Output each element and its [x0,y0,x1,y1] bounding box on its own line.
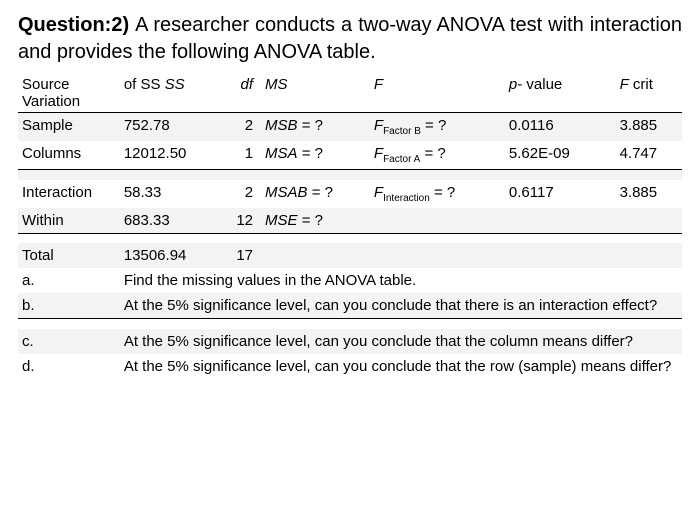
question-header: Question:2) A researcher conducts a two-… [18,12,682,66]
cell-inter-fcrit: 3.885 [616,180,682,208]
hdr-p: pp- value- value [505,72,616,113]
hdr-source: Source Variation [18,72,120,113]
cell-within-ss: 683.33 [120,208,228,234]
cell-sample-ms: MSB = ? [257,113,370,142]
row-part-d: d. At the 5% significance level, can you… [18,354,682,379]
cell-columns-fcrit: 4.747 [616,141,682,170]
cell-inter-p: 0.6117 [505,180,616,208]
hdr-df: df [228,72,257,113]
row-columns: Columns 12012.50 1 MSA = ? FFactor A = ?… [18,141,682,170]
hdr-source-1: Source [22,76,70,93]
cell-sample-f: FFactor B = ? [370,113,505,142]
row-within: Within 683.33 12 MSE = ? [18,208,682,234]
cell-within-label: Within [18,208,120,234]
cell-sample-label: Sample [18,113,120,142]
part-b-letter: b. [18,293,120,319]
hdr-ms: MS [257,72,370,113]
cell-total-label: Total [18,243,120,268]
row-sample: Sample 752.78 2 MSB = ? FFactor B = ? 0.… [18,113,682,142]
part-c-letter: c. [18,329,120,354]
spacer-row [18,170,682,180]
row-part-c: c. At the 5% significance level, can you… [18,329,682,354]
question-number: Question:2) [18,14,135,36]
cell-sample-df: 2 [228,113,257,142]
cell-sample-p: 0.0116 [505,113,616,142]
cell-sample-ss: 752.78 [120,113,228,142]
table-header-row: Source Variation of SS SS df MS F pp- va… [18,72,682,113]
row-total: Total 13506.94 17 [18,243,682,268]
cell-total-ss: 13506.94 [120,243,228,268]
cell-columns-ss: 12012.50 [120,141,228,170]
cell-columns-f: FFactor A = ? [370,141,505,170]
part-a-letter: a. [18,268,120,293]
hdr-f: F [370,72,505,113]
anova-table: Source Variation of SS SS df MS F pp- va… [18,72,682,379]
cell-inter-ss: 58.33 [120,180,228,208]
hdr-fcrit: F crit [616,72,682,113]
cell-within-ms: MSE = ? [257,208,370,234]
cell-columns-ms: MSA = ? [257,141,370,170]
cell-inter-f: FInteraction = ? [370,180,505,208]
hdr-ss-text: of SS [124,76,161,93]
cell-columns-df: 1 [228,141,257,170]
cell-sample-fcrit: 3.885 [616,113,682,142]
cell-columns-label: Columns [18,141,120,170]
hdr-ss: of SS SS [120,72,228,113]
cell-within-df: 12 [228,208,257,234]
part-d-text: At the 5% significance level, can you co… [120,354,682,379]
cell-inter-ms: MSAB = ? [257,180,370,208]
part-a-text: Find the missing values in the ANOVA tab… [120,268,682,293]
part-b-text: At the 5% significance level, can you co… [120,293,682,319]
row-part-b: b. At the 5% significance level, can you… [18,293,682,319]
hdr-source-2: Variation [22,93,80,110]
part-c-text: At the 5% significance level, can you co… [120,329,682,354]
cell-inter-label: Interaction [18,180,120,208]
spacer-row [18,319,682,329]
part-d-letter: d. [18,354,120,379]
cell-inter-df: 2 [228,180,257,208]
spacer-row [18,233,682,243]
cell-columns-p: 5.62E-09 [505,141,616,170]
cell-total-df: 17 [228,243,257,268]
row-interaction: Interaction 58.33 2 MSAB = ? FInteractio… [18,180,682,208]
row-part-a: a. Find the missing values in the ANOVA … [18,268,682,293]
